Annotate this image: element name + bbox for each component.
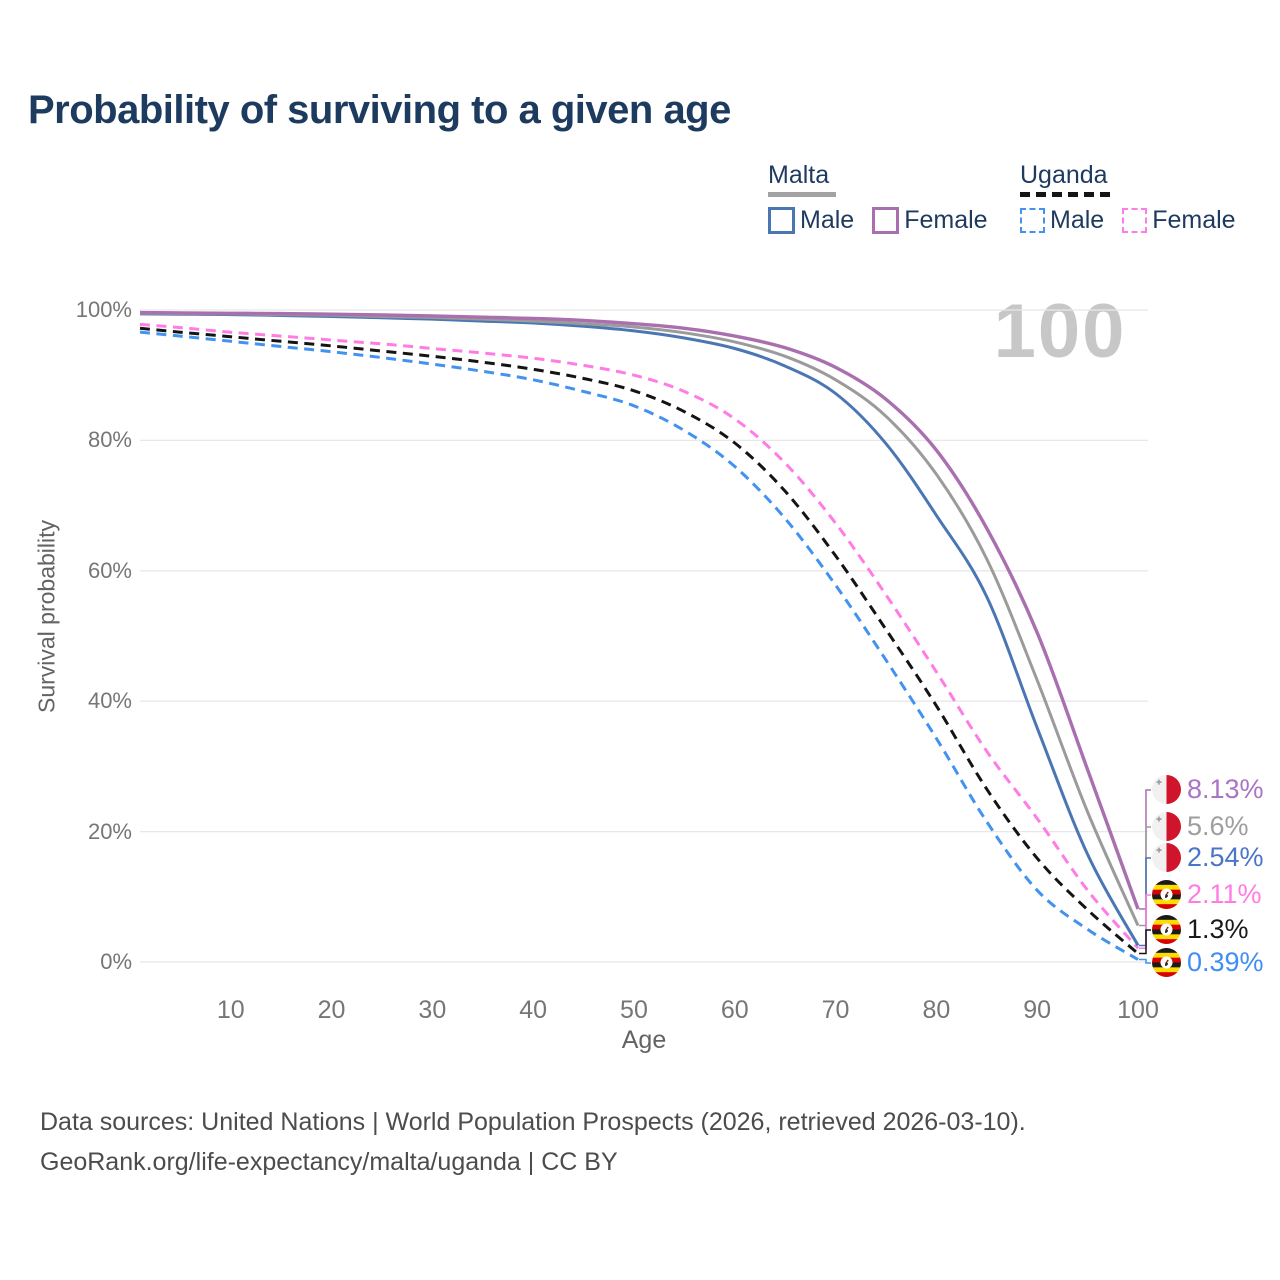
endpoint-value: 2.11%: [1187, 879, 1262, 909]
series-line-uganda-female[interactable]: [139, 322, 1140, 950]
malta-flag-icon: [1152, 775, 1181, 804]
endpoint-label: 8.13%: [1152, 775, 1264, 804]
uganda-flag-icon: [1152, 880, 1181, 909]
series-line-uganda-both-sexes[interactable]: [139, 326, 1139, 955]
x-tick-label: 60: [720, 996, 749, 1024]
y-tick-label: 20%: [87, 818, 132, 844]
malta-male-swatch[interactable]: [768, 207, 795, 235]
series-line-malta-male[interactable]: [139, 312, 1140, 947]
malta-female-swatch[interactable]: [872, 207, 900, 235]
x-axis-title: Age: [621, 1026, 667, 1054]
series-line-malta-both-sexes[interactable]: [139, 311, 1140, 927]
endpoint-label: 1.3%: [1152, 915, 1249, 944]
leader-line: [1139, 826, 1151, 927]
endpoint-value: 1.3%: [1187, 914, 1249, 944]
data-source-line: Data sources: United Nations | World Pop…: [40, 1108, 1026, 1136]
uganda-flag-icon: [1152, 915, 1181, 944]
x-tick-label: 50: [620, 996, 648, 1024]
x-tick-label: 70: [821, 996, 850, 1024]
y-tick-label: 100%: [75, 297, 132, 322]
endpoint-label: 0.39%: [1152, 948, 1264, 977]
leader-line: [1139, 789, 1151, 910]
series-line-uganda-male[interactable]: [139, 330, 1139, 961]
page-title: Probability of surviving to a given age: [28, 88, 731, 132]
endpoint-value: 8.13%: [1187, 774, 1264, 804]
malta-flag-icon: [1152, 843, 1181, 872]
malta-line-sample: [768, 192, 836, 198]
y-tick-label: 40%: [87, 688, 132, 714]
leader-line: [1139, 894, 1151, 949]
endpoint-value: 5.6%: [1187, 811, 1249, 841]
endpoint-label: 2.11%: [1152, 880, 1262, 909]
series-line-malta-female[interactable]: [139, 310, 1140, 910]
attribution-line: GeoRank.org/life-expectancy/malta/uganda…: [40, 1148, 618, 1176]
y-tick-label: 60%: [87, 557, 132, 583]
legend-item-malta-female[interactable]: Female: [904, 206, 988, 235]
uganda-line-sample: [1020, 192, 1110, 198]
x-tick-label: 80: [922, 996, 951, 1024]
legend-group-label-malta: Malta: [768, 161, 830, 189]
x-tick-label: 30: [418, 996, 447, 1024]
leader-line: [1139, 929, 1151, 955]
legend-item-uganda-male[interactable]: Male: [1050, 206, 1105, 235]
legend-group-uganda: Uganda Male Female: [1020, 162, 1254, 235]
legend-item-uganda-female[interactable]: Female: [1152, 206, 1236, 235]
y-axis-title: Survival probability: [33, 519, 60, 714]
legend-group-malta: Malta Male Female: [768, 162, 1006, 235]
x-tick-label: 90: [1023, 996, 1052, 1024]
uganda-flag-icon: [1152, 948, 1181, 977]
malta-flag-icon: [1152, 812, 1181, 841]
y-tick-label: 80%: [87, 427, 132, 453]
leader-line: [1139, 857, 1151, 947]
survival-chart-plot: [139, 309, 1151, 964]
x-tick-label: 20: [317, 996, 346, 1024]
uganda-female-swatch[interactable]: [1122, 208, 1148, 234]
endpoint-value: 0.39%: [1187, 947, 1264, 977]
age-watermark: 100: [993, 289, 1127, 374]
uganda-male-swatch[interactable]: [1020, 208, 1045, 234]
x-tick-label: 10: [216, 996, 245, 1024]
endpoint-label: 2.54%: [1152, 843, 1264, 872]
leader-line: [1139, 958, 1151, 964]
x-tick-label: 100: [1117, 996, 1159, 1024]
legend-item-malta-male[interactable]: Male: [800, 206, 855, 235]
endpoint-label: 5.6%: [1152, 812, 1249, 841]
legend-group-label-uganda: Uganda: [1020, 161, 1108, 189]
endpoint-value: 2.54%: [1187, 842, 1264, 872]
y-tick-label: 0%: [100, 949, 132, 974]
x-tick-label: 40: [519, 996, 548, 1024]
